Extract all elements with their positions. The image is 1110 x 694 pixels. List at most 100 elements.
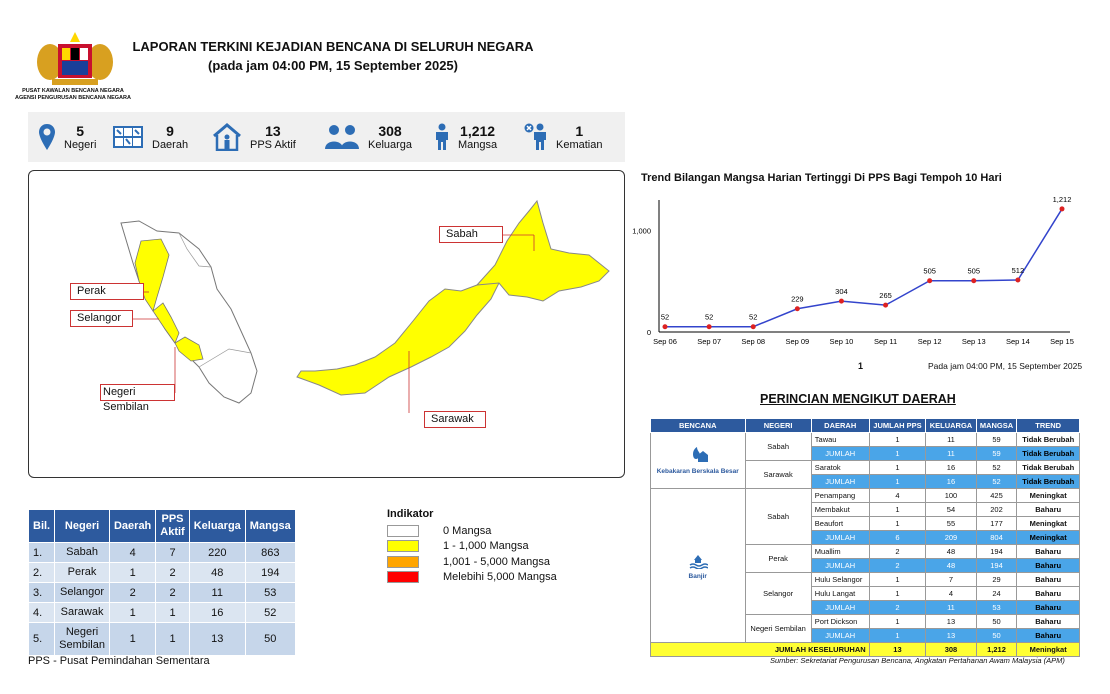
summary-cell: 1	[155, 622, 190, 656]
detail-cell: Baharu	[1016, 558, 1080, 573]
stat-mangsa: 1,212 Mangsa	[434, 112, 524, 162]
data-label: 512	[1012, 266, 1025, 275]
detail-cell: 100	[925, 488, 977, 503]
legend-item: 1 - 1,000 Mangsa	[387, 539, 557, 555]
detail-title: PERINCIAN MENGIKUT DAERAH	[760, 392, 956, 406]
detail-cell: Tidak Berubah	[1016, 474, 1080, 489]
detail-cell: 4	[868, 488, 927, 503]
detail-cell: Baharu	[1016, 544, 1080, 559]
detail-cell: 7	[925, 572, 977, 587]
fire-house-icon	[692, 447, 708, 462]
x-tick-label: Sep 15	[1050, 337, 1074, 346]
stat-label: PPS Aktif	[250, 138, 296, 151]
x-tick-label: Sep 14	[1006, 337, 1030, 346]
summary-cell: 53	[244, 582, 296, 603]
detail-header-cell: KELUARGA	[925, 418, 977, 433]
legend-label: 0 Mangsa	[443, 524, 492, 537]
detail-row: JUMLAH 1 13 50 Baharu	[651, 628, 1080, 643]
summary-row: 4. Sarawak 1 1 16 52	[27, 602, 296, 623]
data-point	[1059, 206, 1065, 212]
detail-cell: 1	[868, 614, 927, 629]
shelter-icon	[212, 123, 242, 151]
x-tick-label: Sep 10	[830, 337, 854, 346]
detail-cell: 1	[868, 628, 927, 643]
x-tick-label: Sep 09	[785, 337, 809, 346]
detail-bencana-label: Kebakaran Berskala Besar	[656, 468, 739, 475]
grand-total-cell: 308	[925, 642, 977, 657]
organisation-name: PUSAT KAWALAN BENCANA NEGARA AGENSI PENG…	[8, 88, 138, 102]
summary-cell: 2	[155, 582, 190, 603]
detail-header-cell: BENCANA	[650, 418, 746, 433]
detail-cell: 6	[868, 530, 927, 545]
grand-total-cell: Meningkat	[1016, 642, 1080, 657]
person-icon	[434, 123, 450, 151]
summary-cell: 1	[108, 622, 157, 656]
summary-cell: Selangor	[54, 582, 110, 603]
summary-cell: 1	[108, 602, 157, 623]
grand-total-label: JUMLAH KESELURUHAN	[650, 642, 870, 657]
data-point	[794, 306, 800, 312]
org-line-1: PUSAT KAWALAN BENCANA NEGARA	[22, 88, 124, 94]
detail-cell: 1	[868, 502, 927, 517]
x-tick-label: Sep 12	[918, 337, 942, 346]
detail-cell: Port Dickson	[810, 614, 870, 629]
detail-cell: 11	[925, 446, 977, 461]
detail-cell: 52	[975, 460, 1018, 475]
detail-cell: 59	[975, 446, 1018, 461]
detail-row: Banjir Sabah Penampang 4 100 425 Meningkat	[650, 488, 1080, 643]
summary-row: 5. Negeri Sembilan 1 1 13 50	[27, 622, 296, 656]
detail-cell: 50	[975, 628, 1018, 643]
title-line-1: LAPORAN TERKINI KEJADIAN BENCANA DI SELU…	[132, 39, 534, 54]
detail-cell: 1	[868, 446, 927, 461]
pps-note: PPS - Pusat Pemindahan Sementara	[28, 655, 210, 667]
detail-cell: JUMLAH	[810, 474, 870, 489]
summary-cell: 2.	[27, 562, 56, 583]
summary-cell: 4.	[27, 602, 56, 623]
title-line-2: (pada jam 04:00 PM, 15 September 2025)	[207, 58, 458, 73]
data-point	[662, 324, 668, 330]
grand-total-cell: 1,212	[975, 642, 1018, 657]
detail-cell: 194	[975, 544, 1018, 559]
detail-cell: JUMLAH	[810, 558, 870, 573]
detail-cell: Beaufort	[810, 516, 870, 531]
detail-bencana-label: Banjir	[688, 573, 707, 580]
detail-cell: 48	[925, 544, 977, 559]
y-tick-label: 0	[647, 328, 651, 337]
detail-cell: Meningkat	[1016, 530, 1080, 545]
detail-cell: 55	[925, 516, 977, 531]
y-tick-label: 1,000	[632, 226, 651, 235]
detail-cell: Hulu Selangor	[810, 572, 870, 587]
detail-cell: 16	[925, 460, 977, 475]
stat-keluarga: 308 Keluarga	[324, 112, 434, 162]
map-label-sabah: Sabah	[439, 226, 503, 243]
detail-cell: Saratok	[810, 460, 870, 475]
map-label-negeri-sembilan: Negeri Sembilan	[100, 384, 175, 413]
detail-cell: Baharu	[1016, 628, 1080, 643]
detail-row: JUMLAH 1 11 59 Tidak Berubah	[651, 446, 1080, 461]
detail-cell: 54	[925, 502, 977, 517]
summary-cell: Sabah	[54, 542, 110, 563]
detail-cell: JUMLAH	[810, 446, 870, 461]
data-label: 52	[661, 313, 669, 322]
detail-cell: 29	[975, 572, 1018, 587]
legend-label: Melebihi 5,000 Mangsa	[443, 571, 557, 584]
x-tick-label: Sep 13	[962, 337, 986, 346]
map-region-sabah	[475, 199, 610, 302]
detail-cell: Hulu Langat	[810, 586, 870, 601]
detail-row: JUMLAH 2 11 53 Baharu	[651, 600, 1080, 615]
detail-cell: 1	[868, 474, 927, 489]
detail-header-cell: MANGSA	[975, 418, 1018, 433]
data-label: 1,212	[1053, 195, 1072, 204]
summary-cell: 52	[244, 602, 296, 623]
legend-item: Melebihi 5,000 Mangsa	[387, 570, 557, 586]
stats-bar: 5 Negeri 9 Daerah 13 PPS Aktif 308 Keluarga …	[28, 112, 625, 162]
location-pin-icon	[38, 123, 56, 151]
detail-cell: 209	[925, 530, 977, 545]
legend: Indikator 0 Mangsa 1 - 1,000 Mangsa 1,001 …	[387, 508, 557, 585]
stat-daerah: 9 Daerah	[112, 112, 212, 162]
detail-cell: 11	[925, 600, 977, 615]
summary-cell: 2	[108, 582, 157, 603]
map-region-sarawak	[296, 274, 500, 396]
malaysia-map[interactable]: Perak Selangor Negeri Sembilan Sabah Sar…	[28, 170, 625, 478]
data-label: 52	[705, 313, 713, 322]
